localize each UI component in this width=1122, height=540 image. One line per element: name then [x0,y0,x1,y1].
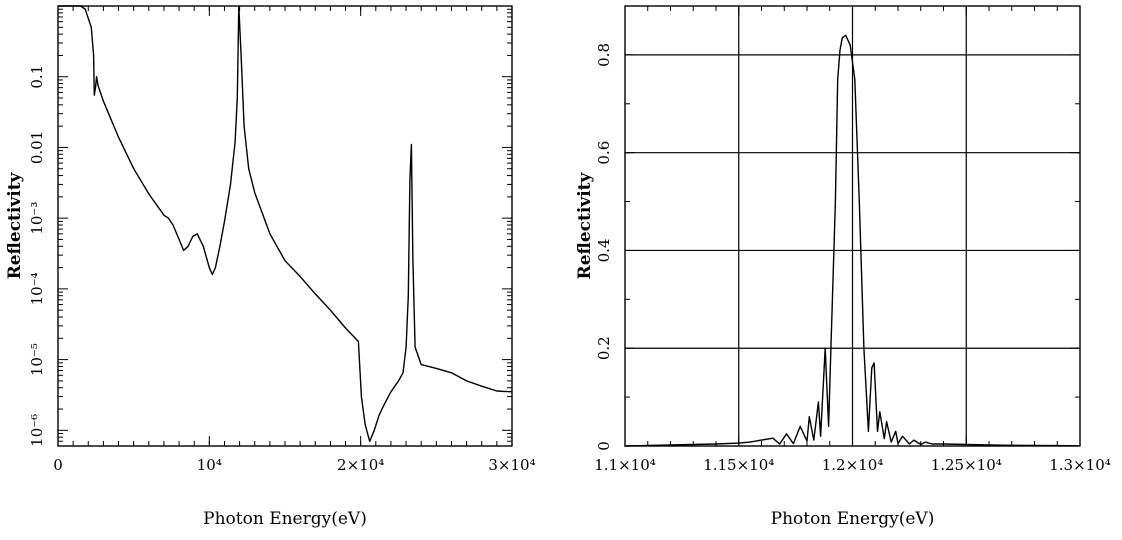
left-x-tick-label: 10⁴ [197,456,222,474]
left-x-tick-label: 2×10⁴ [337,456,384,474]
right-chart: 1.1×10⁴ 1.15×10⁴ 1.2×10⁴ 1.25×10⁴ 1.3×10⁴ 0 0.… [575,5,1111,529]
left-y-tick-label: 10⁻⁵ [28,343,46,376]
right-y-tick-label: 0 [595,441,613,451]
right-y-tick-label: 0.8 [595,43,613,67]
right-x-tick-label: 1.25×10⁴ [931,456,1002,474]
right-x-tick-label: 1.1×10⁴ [594,456,656,474]
right-y-tick-label: 0.4 [595,239,613,263]
left-y-tick-label: 0.01 [28,131,46,164]
left-y-axis-label: Reflectivity [5,171,25,279]
right-y-tick-label: 0.2 [595,336,613,360]
right-x-tick-label: 1.2×10⁴ [822,456,884,474]
left-y-tick-label: 0.1 [28,65,46,89]
left-x-axis-label: Photon Energy(eV) [203,509,367,529]
right-y-axis-label: Reflectivity [575,171,595,279]
left-x-tick-label: 3×10⁴ [488,456,535,474]
left-y-tick-label: 10⁻³ [28,202,46,235]
right-y-tick-label: 0.6 [595,141,613,165]
right-x-tick-label: 1.3×10⁴ [1049,456,1111,474]
left-plot-frame [57,5,513,447]
left-y-tick-label: 10⁻⁴ [28,272,46,305]
left-y-tick-label: 10⁻⁶ [28,414,46,447]
right-plot-frame [624,5,1081,447]
right-x-tick-label: 1.15×10⁴ [703,456,774,474]
right-x-axis-label: Photon Energy(eV) [771,509,935,529]
left-x-tick-label: 0 [53,456,63,474]
left-reflectivity-curve [58,5,513,442]
left-chart: 0 10⁴ 2×10⁴ 3×10⁴ 10⁻⁶ 10⁻⁵ 10⁻⁴ 10⁻³ 0.01 0.1 Pho… [5,5,536,529]
right-reflectivity-curve [624,34,1081,447]
